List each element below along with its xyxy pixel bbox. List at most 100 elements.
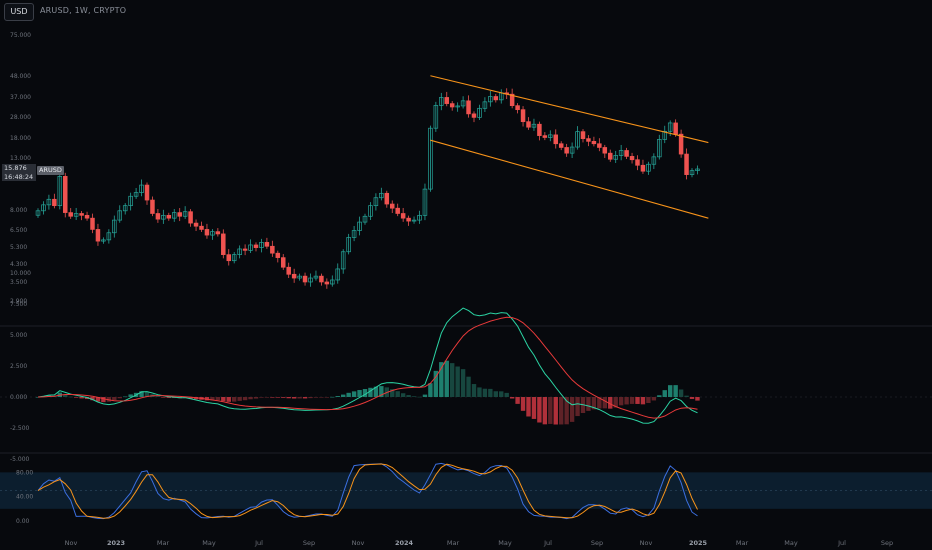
macd-histogram-bar xyxy=(161,397,166,398)
macd-histogram-bar xyxy=(411,396,417,397)
candle-body xyxy=(684,153,689,175)
channel-lower-line xyxy=(430,139,709,219)
candle-body xyxy=(41,204,46,212)
candle-body xyxy=(95,229,101,242)
macd-histogram-bar xyxy=(542,397,548,425)
macd-histogram-bar xyxy=(477,387,482,397)
macd-histogram-bar xyxy=(232,397,237,402)
macd-histogram-bar xyxy=(373,386,379,397)
candle-body xyxy=(193,222,199,227)
macd-histogram-bar xyxy=(319,397,324,398)
bar-countdown: 16:48:24 xyxy=(4,172,34,181)
macd-histogram-bar xyxy=(259,397,264,398)
macd-histogram-bar xyxy=(640,397,646,405)
candle-body xyxy=(640,164,646,172)
candle-body xyxy=(466,100,471,115)
macd-histogram-bar xyxy=(395,391,400,397)
macd-histogram-bar xyxy=(460,369,466,397)
macd-histogram-bar xyxy=(63,394,68,397)
candle-body xyxy=(449,103,455,108)
currency-button[interactable]: USD xyxy=(4,3,34,21)
macd-histogram-bar xyxy=(357,390,362,397)
price-tick-label: 5.300 xyxy=(10,244,27,251)
candle-body xyxy=(302,275,308,283)
price-tick-label: 4.300 xyxy=(10,261,27,268)
macd-histogram-bar xyxy=(35,397,41,398)
candle-body xyxy=(471,113,477,118)
candle-body xyxy=(678,133,684,155)
time-tick-label: Jul xyxy=(254,539,263,547)
macd-histogram-bar xyxy=(586,397,591,411)
candle-body xyxy=(613,155,618,160)
candle-body xyxy=(400,213,406,219)
macd-histogram-bar xyxy=(488,388,493,397)
candle-body xyxy=(482,101,488,109)
candle-body xyxy=(286,266,291,275)
macd-histogram-bar xyxy=(569,397,575,422)
price-tick-label: 75.000 xyxy=(10,32,31,39)
macd-histogram-bar xyxy=(275,397,280,398)
candle-body xyxy=(161,214,166,220)
macd-histogram-bar xyxy=(629,397,635,404)
macd-histogram-bar xyxy=(651,397,657,401)
candle-body xyxy=(433,105,439,129)
candle-body xyxy=(242,248,248,251)
macd-histogram-bar xyxy=(400,393,406,397)
macd-histogram-bar xyxy=(526,397,531,417)
macd-histogram-bar xyxy=(242,397,248,401)
time-tick-label: Nov xyxy=(65,539,78,547)
candle-body xyxy=(526,121,531,128)
ticker-tag: ARUSD xyxy=(37,166,64,175)
candle-body xyxy=(635,159,640,166)
macd-histogram-bar xyxy=(155,396,161,397)
macd-histogram-bar xyxy=(428,383,433,397)
candle-body xyxy=(515,105,520,111)
macd-histogram-bar xyxy=(520,397,526,411)
macd-histogram-bar xyxy=(95,397,101,402)
macd-histogram-bar xyxy=(613,397,618,408)
macd-histogram-bar xyxy=(379,386,384,397)
macd-histogram-bar xyxy=(559,397,564,425)
candle-body xyxy=(46,198,52,206)
macd-histogram-bar xyxy=(106,397,112,402)
candle-body xyxy=(591,140,597,145)
macd-histogram-bar xyxy=(237,397,242,401)
macd-histogram-bar xyxy=(368,387,373,397)
candle-body xyxy=(395,207,400,214)
candle-body xyxy=(689,170,695,175)
macd-histogram-bar xyxy=(602,397,607,409)
macd-histogram-bar xyxy=(73,397,79,398)
candle-body xyxy=(275,252,281,258)
candle-body xyxy=(319,275,324,283)
candle-body xyxy=(422,188,428,216)
candle-body xyxy=(362,215,368,223)
candle-body xyxy=(101,239,106,242)
macd-histogram-bar xyxy=(657,395,662,397)
macd-tick-label: 2.500 xyxy=(10,363,27,370)
candle-body xyxy=(57,176,63,207)
macd-histogram-bar xyxy=(662,390,667,397)
candle-body xyxy=(291,273,297,279)
time-tick-label: Jul xyxy=(837,539,846,547)
macd-histogram-bar xyxy=(123,396,128,398)
candle-body xyxy=(575,131,580,148)
candle-body xyxy=(84,214,90,219)
candle-body xyxy=(651,156,657,165)
candle-body xyxy=(597,143,602,148)
candle-body xyxy=(537,123,542,136)
macd-histogram-bar xyxy=(575,397,580,417)
stoch-d-line xyxy=(37,463,698,519)
candle-body xyxy=(68,212,73,217)
macd-tick-label: 5.000 xyxy=(10,332,27,339)
macd-histogram-bar xyxy=(286,397,291,399)
macd-histogram-bar xyxy=(591,397,597,410)
time-tick-label: Mar xyxy=(736,539,749,547)
macd-histogram-bar xyxy=(553,397,558,425)
macd-histogram-bar xyxy=(144,392,150,397)
candle-body xyxy=(106,232,112,241)
macd-histogram-bar xyxy=(346,392,351,397)
candle-body xyxy=(509,93,515,107)
candle-body xyxy=(548,134,553,138)
macd-histogram-bar xyxy=(531,397,537,419)
